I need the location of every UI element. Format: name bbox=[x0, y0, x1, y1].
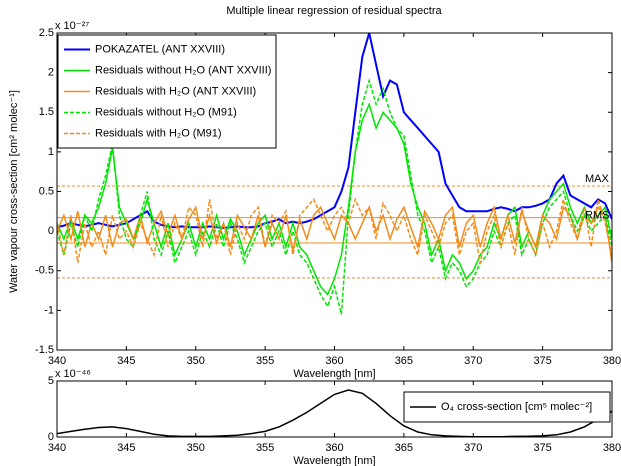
x-tick-label: 345 bbox=[117, 355, 135, 367]
annotation: RMS bbox=[585, 210, 609, 222]
x-tick-label: 355 bbox=[256, 355, 274, 367]
y-tick-label: 2 bbox=[48, 67, 54, 79]
x-tick-label: 345 bbox=[117, 442, 135, 454]
y-tick-label: 5 bbox=[48, 375, 54, 387]
legend-label: Residuals with H₂O (M91) bbox=[95, 127, 222, 139]
data-line bbox=[57, 197, 612, 263]
x-tick-label: 350 bbox=[187, 442, 205, 454]
y-tick-label: -1 bbox=[44, 304, 54, 316]
x-axis-label: Wavelength [nm] bbox=[293, 455, 375, 466]
y-tick-label: 0.5 bbox=[39, 185, 54, 197]
y-axis-label: Water vapour cross-section [cm² molec⁻¹] bbox=[8, 90, 20, 293]
legend-label: POKAZATEL (ANT XXVIII) bbox=[95, 43, 225, 55]
y-multiplier: x 10⁻⁴⁶ bbox=[55, 368, 91, 380]
y-tick-label: 2.5 bbox=[39, 27, 54, 39]
x-tick-label: 340 bbox=[48, 355, 66, 367]
x-tick-label: 355 bbox=[256, 442, 274, 454]
y-tick-label: 1.5 bbox=[39, 106, 54, 118]
data-line bbox=[57, 77, 612, 315]
y-tick-label: -0.5 bbox=[35, 265, 54, 277]
plot-lines bbox=[57, 389, 612, 437]
x-tick-label: 370 bbox=[464, 442, 482, 454]
legend-label: O₄ cross-section [cm⁵ molec⁻²] bbox=[441, 401, 592, 413]
x-axis-label: Wavelength [nm] bbox=[293, 368, 375, 380]
x-tick-label: 350 bbox=[187, 355, 205, 367]
plot-lines bbox=[57, 33, 612, 315]
legend-box bbox=[403, 391, 611, 423]
x-tick-label: 375 bbox=[533, 442, 551, 454]
x-tick-label: 365 bbox=[395, 355, 413, 367]
x-tick-label: 365 bbox=[395, 442, 413, 454]
axes-frame bbox=[56, 380, 613, 438]
chart-title: Multiple linear regression of residual s… bbox=[226, 5, 442, 17]
data-line bbox=[57, 102, 612, 296]
annotation: MAX bbox=[585, 173, 610, 185]
y-tick-label: 0 bbox=[48, 431, 54, 443]
x-tick-label: 360 bbox=[325, 442, 343, 454]
x-tick-label: 380 bbox=[603, 442, 621, 454]
legend-label: Residuals without H₂O (M91) bbox=[95, 106, 237, 118]
x-tick-label: 380 bbox=[603, 355, 621, 367]
data-line bbox=[57, 389, 612, 437]
y-tick-label: -1.5 bbox=[35, 344, 54, 356]
y-multiplier: x 10⁻²⁷ bbox=[55, 20, 89, 32]
y-tick-label: 1 bbox=[48, 146, 54, 158]
x-tick-label: 370 bbox=[464, 355, 482, 367]
axes-frame bbox=[56, 32, 613, 351]
data-line bbox=[57, 33, 612, 230]
x-tick-label: 360 bbox=[325, 355, 343, 367]
y-tick-label: 0 bbox=[48, 225, 54, 237]
legend-box bbox=[57, 34, 277, 149]
x-tick-label: 375 bbox=[533, 355, 551, 367]
legend-label: Residuals without H₂O (ANT XXVIII) bbox=[95, 64, 271, 76]
legend-label: Residuals with H₂O (ANT XXVIII) bbox=[95, 85, 256, 97]
x-tick-label: 340 bbox=[48, 442, 66, 454]
